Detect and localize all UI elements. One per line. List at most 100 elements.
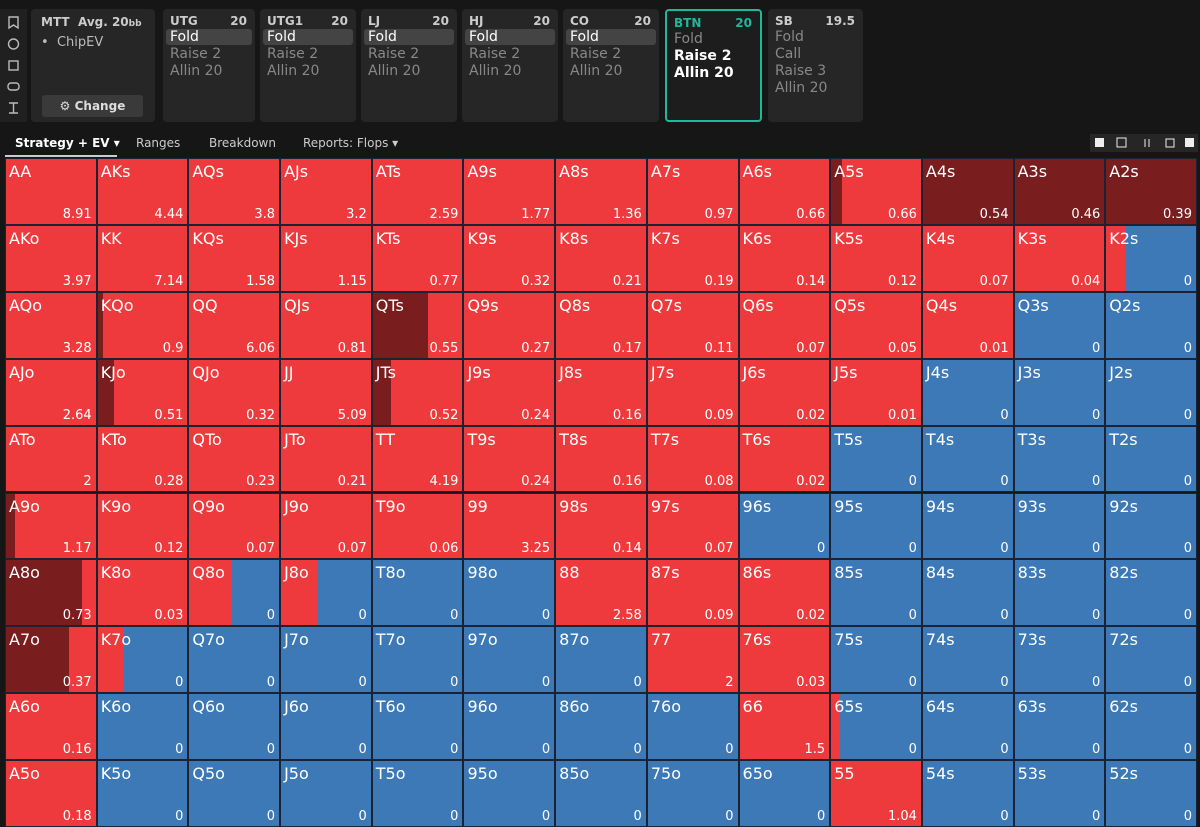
hand-cell[interactable]: 62s 0 — [1105, 693, 1197, 761]
hand-cell[interactable]: 65o 0 — [738, 760, 831, 827]
hand-cell[interactable]: J8o 0 — [280, 559, 372, 627]
hand-cell[interactable]: 96o 0 — [463, 693, 556, 761]
hand-cell[interactable]: J9o 0.07 — [280, 492, 372, 560]
hand-cell[interactable]: 52s 0 — [1105, 760, 1197, 827]
hand-cell[interactable]: 63s 0 — [1013, 693, 1106, 761]
hand-cell[interactable]: J6o 0 — [280, 693, 372, 761]
hand-cell[interactable]: QJo 0.32 — [188, 358, 281, 426]
hand-cell[interactable]: AKo 3.97 — [5, 224, 97, 292]
tab[interactable]: Ranges — [136, 131, 180, 155]
hand-cell[interactable]: Q7o 0 — [188, 626, 281, 694]
tab[interactable]: Breakdown — [209, 131, 276, 155]
action[interactable]: Raise 2 — [368, 46, 420, 62]
hand-cell[interactable]: 82s 0 — [1105, 559, 1197, 627]
save-icon[interactable] — [8, 60, 19, 71]
hand-cell[interactable]: KJo 0.51 — [96, 358, 189, 426]
hand-cell[interactable]: 72s 0 — [1105, 626, 1197, 694]
hand-cell[interactable]: J2s 0 — [1105, 358, 1197, 426]
action[interactable]: Allin 20 — [775, 80, 828, 96]
hand-cell[interactable]: 53s 0 — [1013, 760, 1106, 827]
position-card[interactable]: HJ 20 Fold Raise 2 Allin 20 — [462, 9, 558, 122]
hand-cell[interactable]: 87s 0.09 — [646, 559, 739, 627]
hand-cell[interactable]: A5s 0.66 — [830, 158, 922, 225]
hand-cell[interactable]: A9o 1.17 — [5, 492, 97, 560]
hand-cell[interactable]: Q8o 0 — [188, 559, 281, 627]
hand-cell[interactable]: K7s 0.19 — [646, 224, 739, 292]
hand-cell[interactable]: K7o 0 — [96, 626, 189, 694]
dropdown-caret[interactable]: ▾ — [388, 136, 399, 150]
hand-cell[interactable]: T8s 0.16 — [555, 425, 647, 493]
hand-cell[interactable]: T6s 0.02 — [738, 425, 831, 493]
hand-cell[interactable]: T9o 0.06 — [371, 492, 464, 560]
dropdown-caret[interactable]: ▾ — [109, 136, 120, 150]
hand-cell[interactable]: QJs 0.81 — [280, 291, 372, 359]
hand-cell[interactable]: Q5o 0 — [188, 760, 281, 827]
hand-cell[interactable]: J7o 0 — [280, 626, 372, 694]
hand-cell[interactable]: 94s 0 — [921, 492, 1014, 560]
hand-cell[interactable]: T6o 0 — [371, 693, 464, 761]
hand-cell[interactable]: Q4s 0.01 — [921, 291, 1014, 359]
hand-cell[interactable]: T7o 0 — [371, 626, 464, 694]
hand-cell[interactable]: 97o 0 — [463, 626, 556, 694]
hand-cell[interactable]: QQ 6.06 — [188, 291, 281, 359]
hand-cell[interactable]: A9s 1.77 — [463, 158, 556, 225]
hand-cell[interactable]: 84s 0 — [921, 559, 1014, 627]
hand-cell[interactable]: 99 3.25 — [463, 492, 556, 560]
position-card[interactable]: UTG 20 Fold Raise 2 Allin 20 — [163, 9, 255, 122]
hand-cell[interactable]: KTs 0.77 — [371, 224, 464, 292]
game-icon[interactable] — [7, 82, 20, 91]
hand-cell[interactable]: AA 8.91 — [5, 158, 97, 225]
hand-cell[interactable]: T8o 0 — [371, 559, 464, 627]
hand-cell[interactable]: T5s 0 — [830, 425, 922, 493]
hand-cell[interactable]: K2s 0 — [1105, 224, 1197, 292]
change-button[interactable]: ⚙ Change — [42, 95, 143, 117]
action[interactable]: Fold — [674, 31, 703, 47]
hand-cell[interactable]: K4s 0.07 — [921, 224, 1014, 292]
action[interactable]: Allin 20 — [469, 63, 522, 79]
action[interactable]: Fold — [263, 29, 353, 45]
hand-cell[interactable]: JTs 0.52 — [371, 358, 464, 426]
hand-cell[interactable]: J4s 0 — [921, 358, 1014, 426]
position-card[interactable]: CO 20 Fold Raise 2 Allin 20 — [563, 9, 659, 122]
tab-label[interactable]: Strategy + EV — [15, 136, 110, 150]
hand-cell[interactable]: Q8s 0.17 — [555, 291, 647, 359]
hand-cell[interactable]: A2s 0.39 — [1105, 158, 1197, 225]
hand-cell[interactable]: A8s 1.36 — [555, 158, 647, 225]
hand-cell[interactable]: Q2s 0 — [1105, 291, 1197, 359]
tab-label[interactable]: Breakdown — [209, 136, 276, 150]
action[interactable]: Fold — [166, 29, 252, 45]
action[interactable]: Raise 3 — [775, 63, 827, 79]
hand-cell[interactable]: J3s 0 — [1013, 358, 1106, 426]
hand-cell[interactable]: KJs 1.15 — [280, 224, 372, 292]
hand-cell[interactable]: 98o 0 — [463, 559, 556, 627]
hand-cell[interactable]: 98s 0.14 — [555, 492, 647, 560]
hand-cell[interactable]: 95o 0 — [463, 760, 556, 827]
hand-cell[interactable]: K5s 0.12 — [830, 224, 922, 292]
hand-cell[interactable]: K9s 0.32 — [463, 224, 556, 292]
hand-cell[interactable]: 96s 0 — [738, 492, 831, 560]
hand-cell[interactable]: T2s 0 — [1105, 425, 1197, 493]
hand-cell[interactable]: J7s 0.09 — [646, 358, 739, 426]
hand-cell[interactable]: Q5s 0.05 — [830, 291, 922, 359]
hand-cell[interactable]: Q9o 0.07 — [188, 492, 281, 560]
action[interactable]: Raise 2 — [267, 46, 319, 62]
hand-cell[interactable]: AJo 2.64 — [5, 358, 97, 426]
hand-cell[interactable]: 87o 0 — [555, 626, 647, 694]
hand-cell[interactable]: 76o 0 — [646, 693, 739, 761]
hand-cell[interactable]: A8o 0.73 — [5, 559, 97, 627]
hand-cell[interactable]: K3s 0.04 — [1013, 224, 1106, 292]
view-icon[interactable] — [1116, 137, 1127, 148]
action[interactable]: Allin 20 — [267, 63, 320, 79]
hand-cell[interactable]: 97s 0.07 — [646, 492, 739, 560]
hand-cell[interactable]: J9s 0.24 — [463, 358, 556, 426]
tab-label[interactable]: Ranges — [136, 136, 181, 150]
view-icon[interactable] — [1144, 139, 1150, 147]
hand-cell[interactable]: T5o 0 — [371, 760, 464, 827]
action[interactable]: Fold — [775, 29, 804, 45]
action[interactable]: Allin 20 — [368, 63, 421, 79]
hand-cell[interactable]: K6o 0 — [96, 693, 189, 761]
hand-cell[interactable]: QTs 0.55 — [371, 291, 464, 359]
hand-cell[interactable]: A7o 0.37 — [5, 626, 97, 694]
hand-cell[interactable]: K5o 0 — [96, 760, 189, 827]
hand-cell[interactable]: JTo 0.21 — [280, 425, 372, 493]
